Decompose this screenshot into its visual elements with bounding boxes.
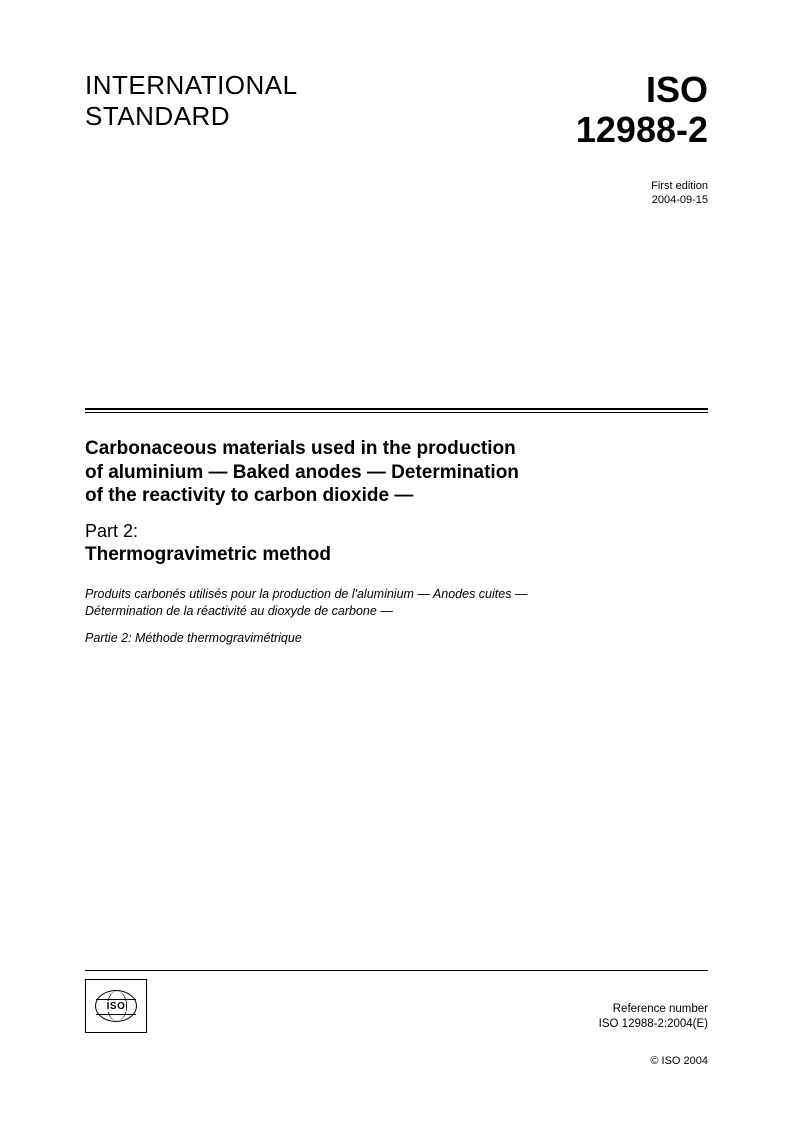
- reference-label: Reference number: [599, 1002, 708, 1018]
- standard-number: ISO 12988-2: [576, 70, 708, 149]
- title-english: Carbonaceous materials used in the produ…: [85, 437, 525, 508]
- standard-org: ISO: [576, 70, 708, 110]
- part-french: Partie 2: Méthode thermogravimétrique: [85, 630, 708, 647]
- iso-logo: ISO: [85, 979, 147, 1033]
- footer: ISO Reference number ISO 12988-2:2004(E)…: [85, 970, 708, 1067]
- edition-block: First edition 2004-09-15: [85, 179, 708, 208]
- globe-icon: ISO: [95, 990, 137, 1022]
- part-label-english: Part 2:: [85, 520, 708, 543]
- title-french: Produits carbonés utilisés pour la produ…: [85, 586, 535, 620]
- header-row: INTERNATIONAL STANDARD ISO 12988-2: [85, 70, 708, 149]
- reference-number: ISO 12988-2:2004(E): [599, 1017, 708, 1033]
- logo-text: ISO: [106, 1001, 127, 1012]
- part-name-english: Thermogravimetric method: [85, 543, 708, 567]
- edition-date: 2004-09-15: [85, 193, 708, 207]
- edition-label: First edition: [85, 179, 708, 193]
- divider-thin: [85, 412, 708, 413]
- reference-block: Reference number ISO 12988-2:2004(E): [599, 1002, 708, 1033]
- standard-id: 12988-2: [576, 110, 708, 150]
- doc-type-line2: STANDARD: [85, 101, 298, 132]
- copyright-notice: © ISO 2004: [85, 1055, 708, 1067]
- footer-divider: [85, 970, 708, 971]
- footer-row: ISO Reference number ISO 12988-2:2004(E): [85, 979, 708, 1033]
- doc-type-line1: INTERNATIONAL: [85, 70, 298, 101]
- doc-type-label: INTERNATIONAL STANDARD: [85, 70, 298, 132]
- divider-thick: [85, 408, 708, 410]
